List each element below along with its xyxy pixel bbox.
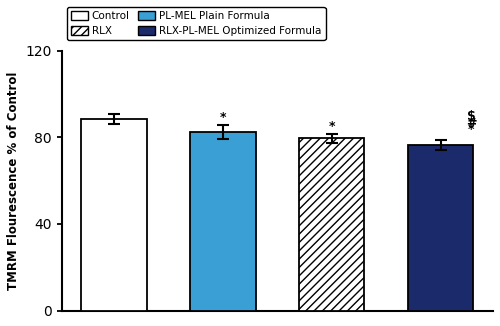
Bar	[299, 139, 364, 311]
Bar	[408, 145, 474, 311]
Bar	[190, 132, 256, 311]
Text: *: *	[220, 111, 226, 124]
Y-axis label: TMRM Flourescence % of Control: TMRM Flourescence % of Control	[7, 71, 20, 290]
Bar	[81, 119, 146, 311]
Text: *: *	[328, 120, 335, 133]
Text: $: $	[467, 110, 475, 123]
Text: #: #	[466, 117, 476, 130]
Legend: Control, RLX, PL-MEL Plain Formula, RLX-PL-MEL Optimized Formula: Control, RLX, PL-MEL Plain Formula, RLX-…	[67, 7, 326, 40]
Text: *: *	[468, 123, 474, 136]
